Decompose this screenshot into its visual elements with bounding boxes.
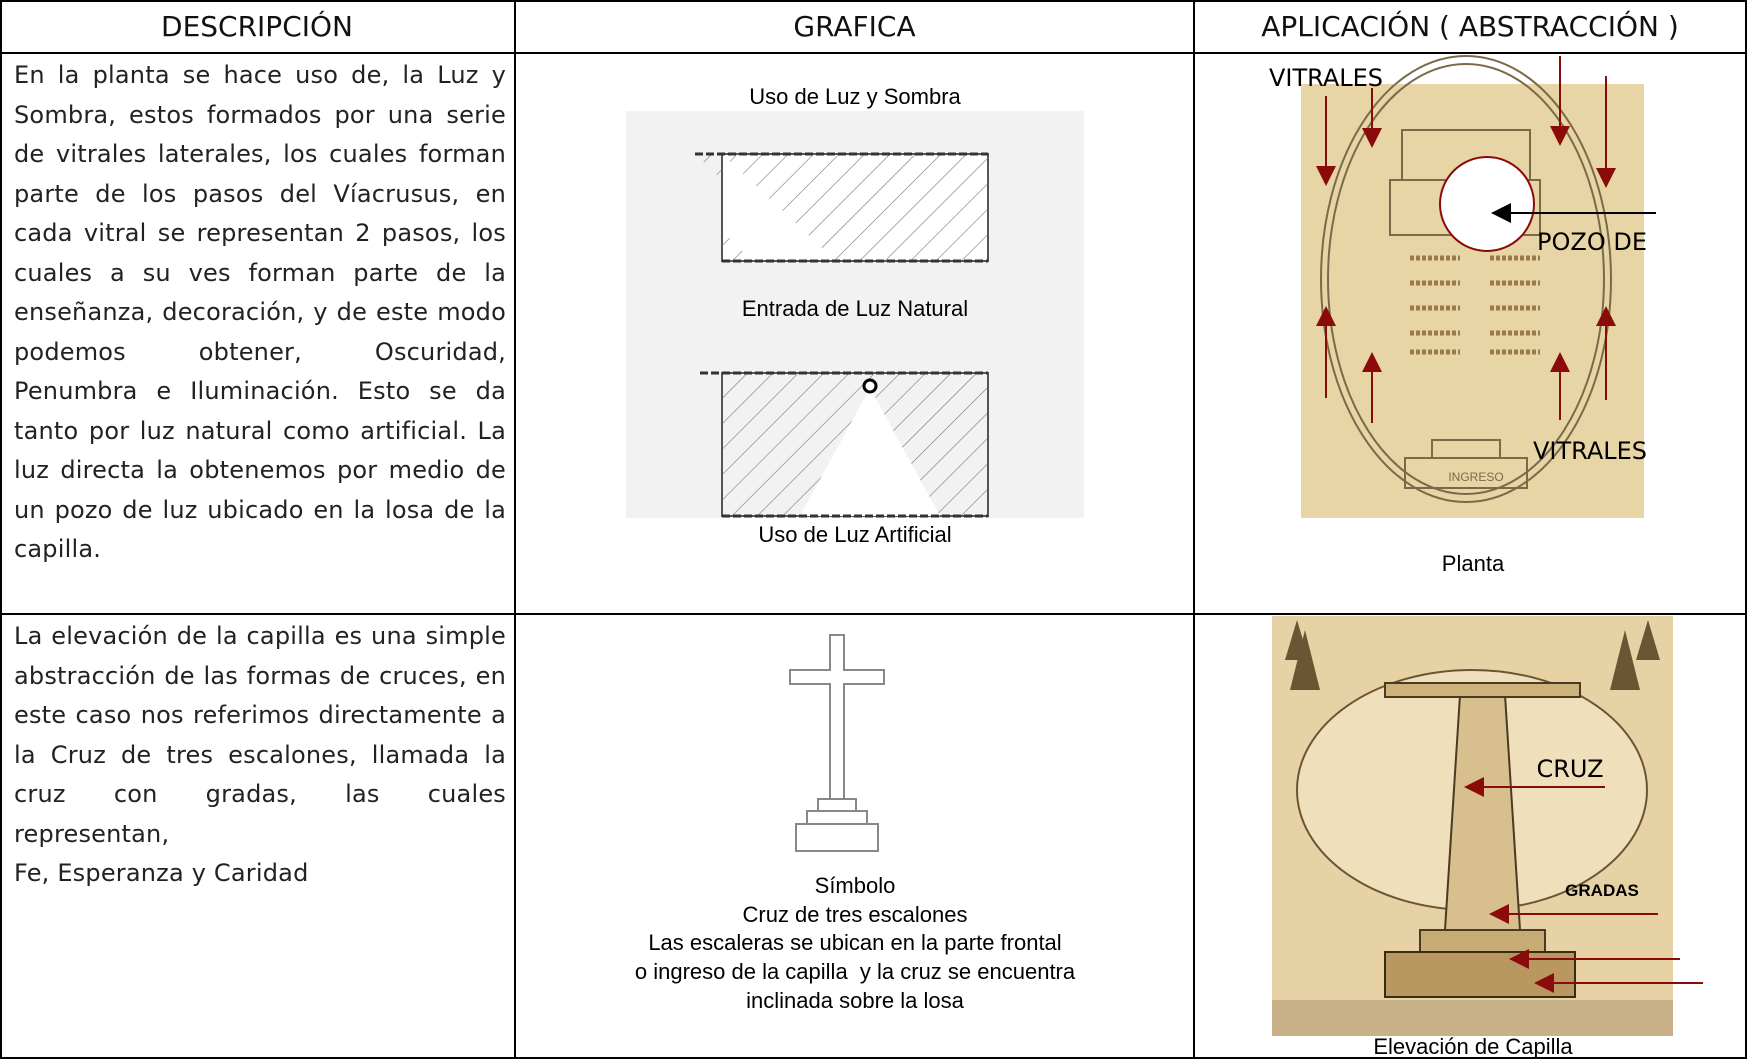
arrows: [1464, 777, 1703, 993]
application-caption: Planta: [1441, 551, 1505, 576]
plan-label: POZO DE: [1537, 228, 1647, 256]
light-well: [1439, 156, 1535, 252]
graphic-label: inclinada sobre la losa: [746, 988, 964, 1013]
border: [0, 1057, 1747, 1059]
plan-label: INGRESO: [1448, 470, 1504, 484]
artificial-light-diagram: [700, 371, 989, 518]
elevation-label: GRADAS: [1565, 881, 1639, 900]
graphic-label: Entrada de Luz Natural: [741, 296, 969, 321]
border: [0, 0, 2, 1059]
light-shadow-diagram: [695, 152, 989, 263]
graphic-label: o ingreso de la capilla y la cruz se enc…: [634, 959, 1076, 984]
border: [0, 52, 1747, 54]
cross-symbol: [789, 634, 885, 852]
arrows: [1316, 56, 1616, 423]
graphic-label: Símbolo: [814, 873, 896, 898]
graphic-label: Uso de Luz Artificial: [758, 522, 952, 547]
border: [514, 0, 516, 1059]
column-header: DESCRIPCIÓN: [161, 10, 353, 43]
graphic-label: Las escaleras se ubican en la parte fron…: [648, 930, 1062, 955]
column-header: APLICACIÓN ( ABSTRACCIÓN ): [1261, 10, 1679, 43]
description: En la planta se hace uso de, la Luz y So…: [14, 61, 506, 563]
application-caption: Elevación de Capilla: [1373, 1034, 1573, 1059]
description: La elevación de la capilla es una simple…: [14, 622, 506, 887]
elevation-label: CRUZ: [1536, 755, 1604, 783]
column-header: GRAFICA: [793, 10, 916, 43]
plan-label: VITRALES: [1268, 64, 1384, 92]
border: [1193, 0, 1195, 1059]
border: [0, 613, 1747, 615]
plan-label: VITRALES: [1532, 437, 1648, 465]
graphic-label: Uso de Luz y Sombra: [749, 84, 961, 109]
border: [0, 0, 1747, 2]
graphic-label: Cruz de tres escalones: [742, 902, 968, 927]
border: [1745, 0, 1747, 1059]
